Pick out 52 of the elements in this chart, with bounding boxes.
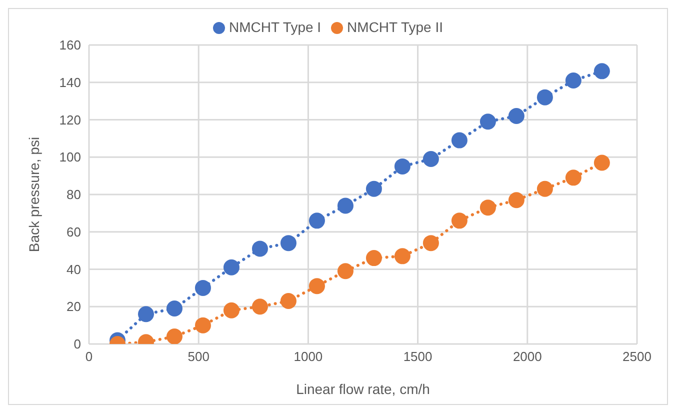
y-tick-label: 160	[59, 38, 81, 53]
point	[337, 198, 354, 214]
y-tick-label: 0	[74, 336, 81, 352]
point	[594, 154, 610, 171]
point	[366, 180, 382, 197]
point	[280, 293, 296, 310]
point	[280, 235, 296, 252]
point	[337, 263, 354, 280]
x-tick-label: 0	[85, 349, 93, 364]
point	[565, 72, 582, 89]
point	[308, 212, 325, 229]
point	[536, 89, 553, 106]
point	[138, 306, 154, 322]
point	[194, 317, 211, 334]
point	[508, 108, 524, 124]
point	[422, 235, 439, 252]
point	[394, 248, 410, 264]
y-axis-title: Back pressure, psi	[26, 136, 42, 252]
point	[366, 250, 382, 266]
y-tick-label: 120	[59, 112, 81, 128]
point	[565, 170, 582, 186]
point	[166, 300, 182, 316]
point	[194, 280, 211, 296]
y-tick-label: 40	[66, 262, 81, 277]
x-tick-label: 500	[188, 349, 210, 364]
point	[252, 240, 268, 257]
y-tick-label: 140	[59, 74, 81, 90]
x-tick-label: 1000	[294, 349, 323, 364]
point	[422, 150, 439, 167]
point	[536, 180, 553, 197]
point	[451, 212, 468, 229]
point	[394, 158, 410, 174]
point	[451, 132, 468, 148]
point	[166, 328, 182, 344]
point	[308, 278, 325, 294]
y-tick-label: 60	[66, 224, 81, 240]
point	[480, 114, 496, 130]
x-axis-title: Linear flow rate, cm/h	[296, 381, 430, 397]
y-tick-label: 80	[66, 187, 81, 202]
y-tick-label: 20	[66, 299, 81, 314]
point	[594, 63, 610, 80]
legend-label: NMCHT Type I	[228, 19, 322, 35]
x-tick-label: 2500	[622, 349, 652, 364]
y-tick-label: 100	[59, 150, 81, 165]
point	[223, 259, 240, 276]
point	[252, 298, 268, 315]
point	[508, 192, 524, 208]
point	[480, 200, 496, 216]
x-tick-label: 2000	[512, 349, 542, 364]
x-tick-label: 1500	[403, 349, 432, 364]
legend-label: NMCHT Type II	[347, 19, 443, 35]
point	[223, 302, 240, 318]
